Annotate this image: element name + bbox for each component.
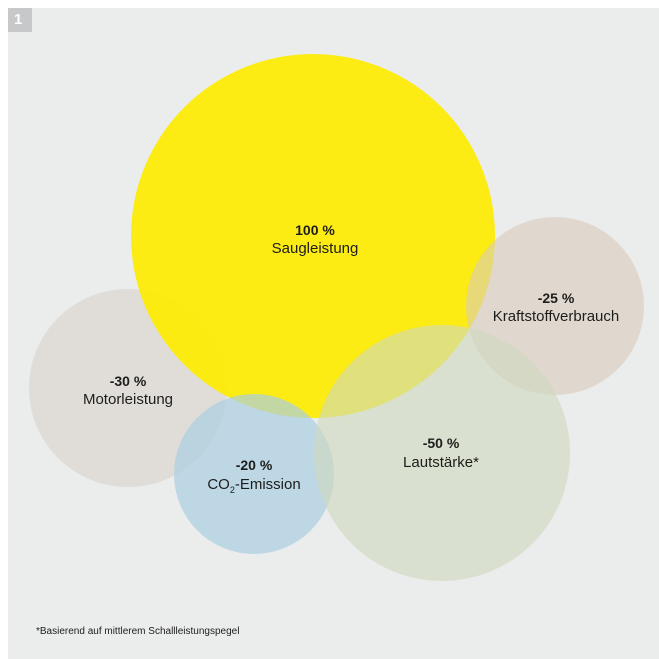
saugleistung-bubble: [131, 54, 495, 418]
motorleistung-value: -30 %: [110, 373, 147, 389]
figure-number-badge: 1: [8, 8, 32, 32]
kraftstoffverbrauch-value: -25 %: [538, 290, 575, 306]
lautstaerke-value: -50 %: [423, 435, 460, 451]
motorleistung-label: Motorleistung: [83, 391, 173, 408]
lautstaerke-label: Lautstärke*: [403, 454, 479, 471]
co2-label-subscript: 2: [230, 485, 235, 495]
co2-label-main: CO: [207, 476, 230, 493]
co2-emission-label: CO2-Emission: [207, 476, 300, 495]
lautstaerke-bubble: [314, 325, 570, 581]
co2-emission-bubble: [174, 394, 334, 554]
co2-emission-value: -20 %: [236, 457, 273, 473]
co2-label-suffix: -Emission: [235, 476, 301, 493]
footnote: *Basierend auf mittlerem Schallleistungs…: [36, 626, 240, 637]
kraftstoffverbrauch-label: Kraftstoffverbrauch: [493, 308, 619, 325]
saugleistung-value: 100 %: [295, 222, 335, 238]
saugleistung-label: Saugleistung: [272, 240, 359, 257]
